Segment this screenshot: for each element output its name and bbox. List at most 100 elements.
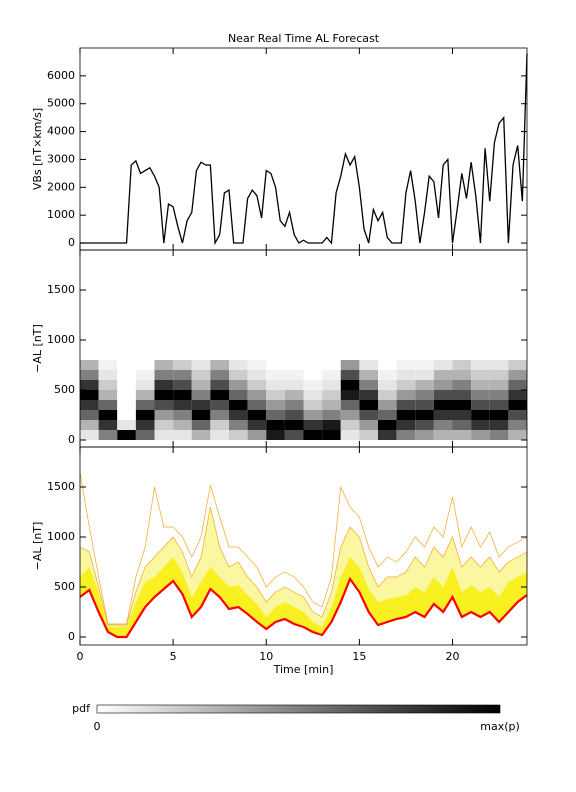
pdf-cell [508,370,527,380]
pdf-cell [471,380,490,390]
pdf-cell [247,380,267,390]
y-tick-label: 3000 [47,152,75,165]
pdf-cell [135,380,155,390]
pdf-cell [378,400,397,410]
pdf-cell [210,380,229,390]
pdf-cell [340,370,360,380]
pdf-cell [396,410,416,420]
pdf-cell [284,390,304,400]
pdf-cell [322,430,341,440]
pdf-cell [452,360,472,370]
pdf-cell [322,420,341,430]
pdf-cell [173,430,192,440]
colorbar [96,704,501,714]
pdf-cell [191,390,211,400]
pdf-cell [303,370,323,380]
pdf-cell [452,370,472,380]
pdf-cell [378,420,397,430]
pdf-cell [433,370,453,380]
pdf-cell [378,360,397,370]
pdf-cell [117,430,136,440]
y-tick-label: 0 [68,236,75,249]
pdf-cell [396,390,416,400]
pdf-cell [452,380,472,390]
pdf-cell [378,380,397,390]
pdf-cell [98,400,118,410]
pdf-cell [229,370,248,380]
x-tick-label: 20 [446,650,460,663]
pdf-cell [471,410,490,420]
y-tick-label: 1500 [47,283,75,296]
y-tick-label: 0 [68,433,75,446]
pdf-cell [266,390,285,400]
y-tick-label: 0 [68,630,75,643]
y-tick-label: 5000 [47,97,75,110]
pdf-cell [340,430,360,440]
x-tick-label: 0 [77,650,84,663]
y-tick-label: 500 [54,580,75,593]
pdf-cell [80,390,99,400]
pdf-cell [415,400,434,410]
pdf-cell [98,420,118,430]
y-tick-label: 500 [54,383,75,396]
pdf-cell [284,400,304,410]
pdf-cell [191,410,211,420]
pdf-cell [154,400,174,410]
pdf-cell [508,400,527,410]
y-tick-label: 1000 [47,208,75,221]
pdf-cell [210,430,229,440]
pdf-cell [247,400,267,410]
y-tick-label: 6000 [47,69,75,82]
pdf-cell [98,360,118,370]
pdf-cell [340,390,360,400]
y-tick-label: 1500 [47,480,75,493]
colorbar-min: 0 [94,720,101,733]
pdf-cell [229,410,248,420]
pdf-cell [284,380,304,390]
pdf-cell [266,400,285,410]
pdf-cell [322,370,341,380]
pdf-cell [266,370,285,380]
pdf-cell [98,430,118,440]
pdf-cell [415,410,434,420]
pdf-cell [359,360,378,370]
pdf-cell [247,420,267,430]
vbs-line [80,53,528,246]
pdf-cell [98,380,118,390]
pdf-cell [117,360,136,370]
x-axis-label: Time [min] [273,663,334,676]
chart-title: Near Real Time AL Forecast [228,32,380,45]
pdf-cell [415,360,434,370]
pdf-cell [117,380,136,390]
pdf-cell [508,390,527,400]
pdf-cell [229,420,248,430]
pdf-cell [340,380,360,390]
pdf-cell [266,380,285,390]
y-axis-label: −AL [nT] [31,324,44,373]
pdf-cell [229,360,248,370]
pdf-cell [489,390,509,400]
pdf-cell [284,360,304,370]
pdf-cell [173,360,192,370]
x-tick-label: 15 [352,650,366,663]
pdf-cell [303,430,323,440]
pdf-cell [378,430,397,440]
pdf-cell [471,430,490,440]
pdf-cell [80,400,99,410]
y-tick-label: 4000 [47,125,75,138]
pdf-cell [489,360,509,370]
pdf-cell [154,420,174,430]
pdf-cell [80,360,99,370]
pdf-cell [117,370,136,380]
pdf-cell [247,360,267,370]
pdf-cell [396,400,416,410]
pdf-cell [210,390,229,400]
pdf-cell [284,420,304,430]
pdf-cell [210,370,229,380]
median-line [79,576,528,639]
pdf-cell [266,360,285,370]
pdf-cell [135,370,155,380]
pdf-cell [415,370,434,380]
pdf-cell [266,410,285,420]
pdf-cell [173,390,192,400]
